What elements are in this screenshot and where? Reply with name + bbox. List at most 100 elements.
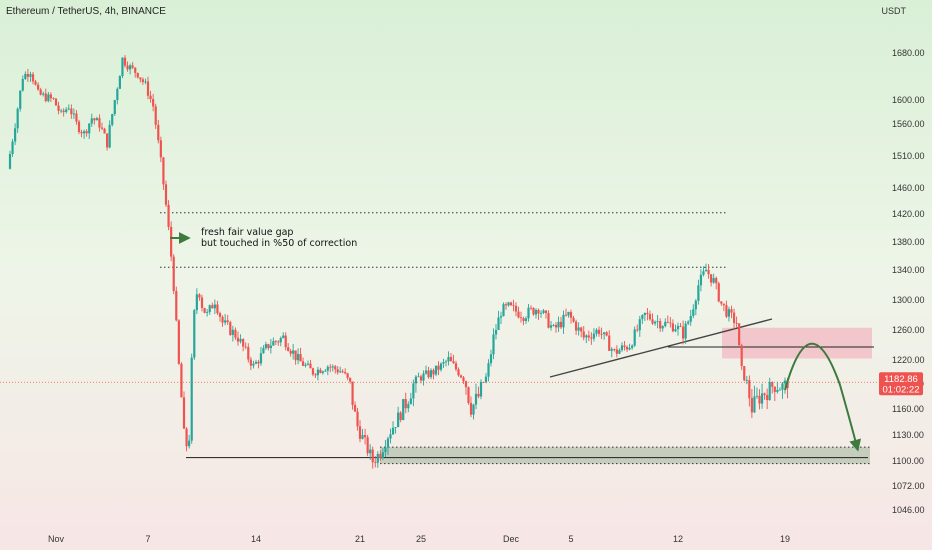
candle-body xyxy=(229,322,232,335)
candle-body xyxy=(467,387,470,403)
y-tick-label: 1680.00 xyxy=(892,48,925,58)
candle-body xyxy=(699,274,703,286)
candle-body xyxy=(54,98,58,106)
candle-body xyxy=(34,81,37,85)
candle-body xyxy=(666,321,669,323)
candle-body xyxy=(497,317,500,330)
candle-body xyxy=(16,108,19,129)
candle-body xyxy=(267,344,270,349)
candle-body xyxy=(766,395,769,401)
current-price-value: 1182.86 xyxy=(884,374,918,385)
candle-body xyxy=(269,345,272,349)
candle-body xyxy=(409,398,412,405)
candle-body xyxy=(326,366,329,371)
candle-body xyxy=(57,105,60,111)
candle-body xyxy=(344,372,347,374)
candle-body xyxy=(384,447,387,453)
candle-body xyxy=(768,382,771,401)
candle-body xyxy=(139,77,142,80)
candle-body xyxy=(669,322,672,324)
y-tick-label: 1510.00 xyxy=(892,151,925,161)
candle-body xyxy=(39,89,42,95)
x-tick-label: Nov xyxy=(48,534,65,544)
candle-body xyxy=(331,366,334,368)
candle-body xyxy=(745,380,748,381)
candle-body xyxy=(732,312,736,323)
candle-body xyxy=(103,128,106,134)
candle-body xyxy=(422,373,425,381)
candle-body xyxy=(279,337,282,343)
candle-body xyxy=(674,329,677,332)
candle-body xyxy=(605,332,608,336)
candle-body xyxy=(572,317,575,322)
candle-body xyxy=(376,453,379,463)
y-tick-label: 1130.00 xyxy=(892,430,924,440)
x-tick-label: 14 xyxy=(251,534,261,544)
candle-body xyxy=(211,305,214,309)
candle-body xyxy=(167,204,170,227)
candle-body xyxy=(358,426,362,439)
candle-body xyxy=(783,380,787,384)
candle-body xyxy=(391,427,395,435)
candle-body xyxy=(636,329,639,331)
y-tick-label: 1220.00 xyxy=(892,355,925,365)
candle-body xyxy=(623,345,626,347)
y-tick-label: 1100.00 xyxy=(892,456,924,466)
candle-body xyxy=(399,412,402,421)
candle-body xyxy=(170,226,173,257)
y-tick-label: 1560.00 xyxy=(892,119,925,129)
candle-body xyxy=(492,334,495,355)
candle-body xyxy=(60,110,63,112)
candle-body xyxy=(489,354,493,364)
candle-body xyxy=(129,65,132,70)
candle-body xyxy=(664,321,667,327)
y-tick-label: 1300.00 xyxy=(892,295,925,305)
candle-body xyxy=(504,304,508,306)
candle-body xyxy=(681,326,685,339)
candle-body xyxy=(149,95,152,100)
candle-body xyxy=(226,320,229,323)
candle-body xyxy=(108,124,111,148)
candle-body xyxy=(14,128,17,142)
candle-body xyxy=(11,141,14,154)
candle-body xyxy=(339,371,342,373)
candle-body xyxy=(727,309,731,317)
candle-body xyxy=(659,321,662,329)
candle-body xyxy=(776,389,779,392)
candle-body xyxy=(299,354,302,362)
candle-body xyxy=(316,369,320,376)
candle-body xyxy=(190,357,193,441)
candle-body xyxy=(287,347,290,351)
candle-body xyxy=(452,361,455,364)
candle-body xyxy=(773,386,776,392)
candle-body xyxy=(259,353,263,364)
candle-body xyxy=(519,317,523,319)
candle-body xyxy=(676,325,680,330)
candle-body xyxy=(93,118,96,121)
candle-body xyxy=(469,402,473,415)
candle-body xyxy=(123,57,127,66)
candle-body xyxy=(600,333,603,335)
candle-body xyxy=(459,375,463,378)
candle-body xyxy=(100,127,104,129)
candle-body xyxy=(274,341,277,342)
y-tick-label: 1420.00 xyxy=(892,209,925,219)
candle-body xyxy=(712,278,715,283)
candle-body xyxy=(264,344,268,349)
candle-body xyxy=(564,314,568,316)
candle-body xyxy=(126,65,129,70)
candle-body xyxy=(394,427,397,428)
candle-body xyxy=(522,318,525,321)
candle-body xyxy=(83,131,86,134)
candle-body xyxy=(67,108,70,110)
candle-body xyxy=(582,331,585,338)
candle-body xyxy=(90,118,93,124)
candle-body xyxy=(646,312,649,315)
support-zone xyxy=(380,447,870,464)
candle-body xyxy=(162,157,165,185)
candle-body xyxy=(136,72,139,78)
candle-body xyxy=(552,324,555,326)
candle-body xyxy=(8,153,12,169)
x-tick-label: 7 xyxy=(145,534,150,544)
